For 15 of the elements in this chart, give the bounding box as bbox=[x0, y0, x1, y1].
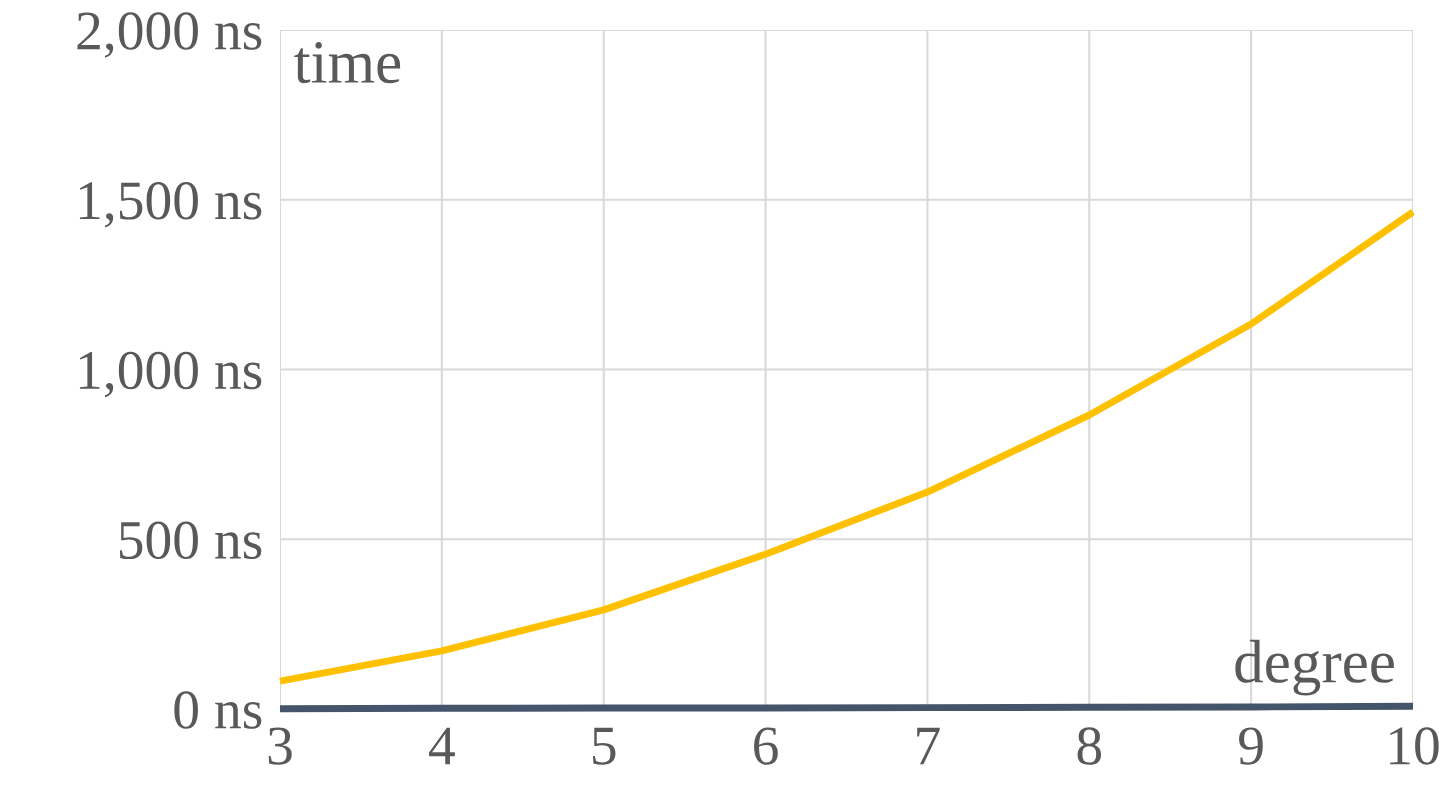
y-tick-label: 1,500 ns bbox=[79, 182, 262, 228]
x-tick-label: 9 bbox=[1239, 727, 1263, 765]
y-tick-label: 2,000 ns bbox=[77, 12, 262, 58]
x-tick-label: 3 bbox=[268, 727, 292, 765]
x-tick-label: 8 bbox=[1077, 727, 1102, 765]
x-tick-label: 4 bbox=[429, 727, 455, 765]
y-axis-title: time bbox=[294, 42, 401, 84]
y-tick-label: 0 ns bbox=[174, 691, 262, 729]
x-axis-title: degree bbox=[1235, 639, 1394, 696]
x-tick-label: 5 bbox=[593, 727, 616, 765]
y-tick-label: 1,000 ns bbox=[79, 351, 262, 398]
x-tick-label: 6 bbox=[754, 727, 778, 765]
x-tick-label: 10 bbox=[1390, 727, 1439, 765]
x-tick-label: 7 bbox=[917, 727, 940, 765]
y-tick-label: 500 ns bbox=[119, 521, 262, 560]
